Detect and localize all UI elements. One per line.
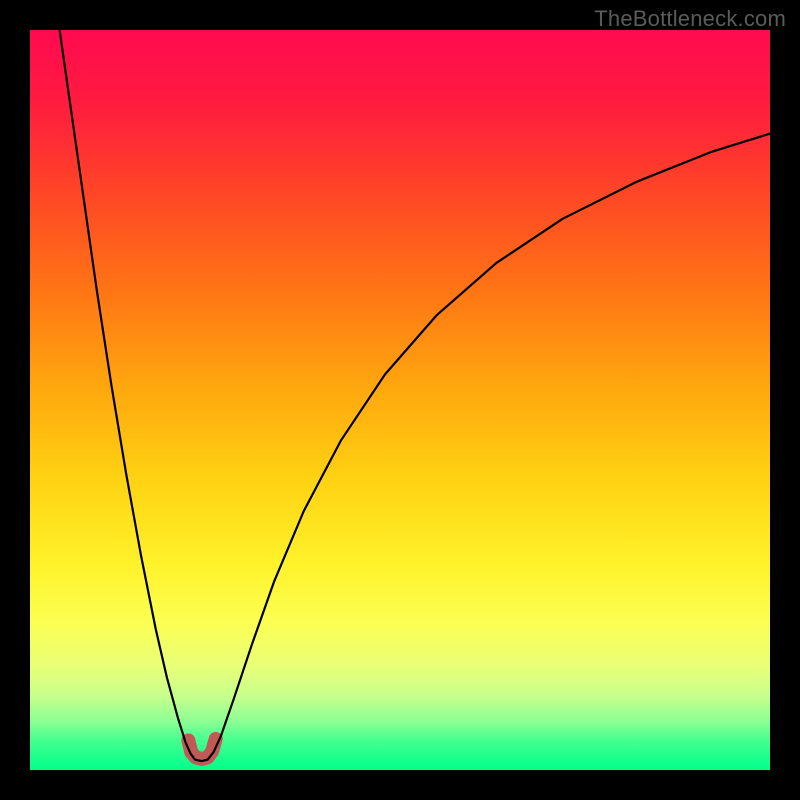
plot-area: [30, 30, 770, 770]
chart-container: { "watermark": { "text": "TheBottleneck.…: [0, 0, 800, 800]
watermark-text: TheBottleneck.com: [594, 6, 786, 32]
curve-svg: [30, 30, 770, 770]
bottleneck-curve: [60, 30, 770, 761]
